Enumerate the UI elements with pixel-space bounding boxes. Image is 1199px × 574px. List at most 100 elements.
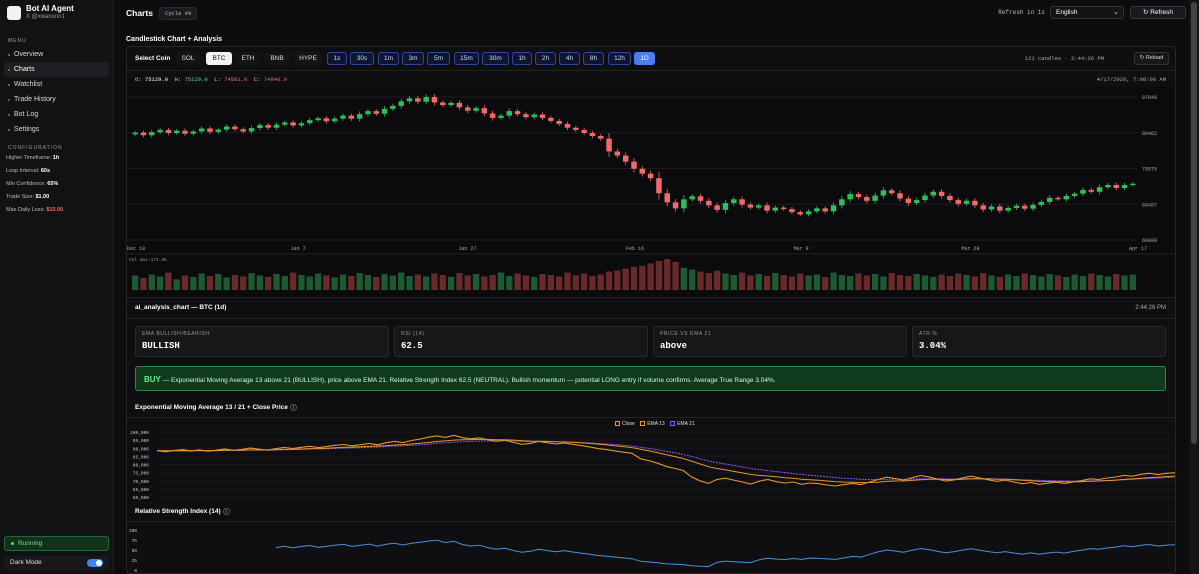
coin-eth-button[interactable]: ETH <box>235 52 261 65</box>
candlestick-chart[interactable]: 97949 88462 78975 69487 60000 Dec 18 Jan 7 Jan … <box>127 87 1176 297</box>
configuration-label: CONFIGURATION <box>8 145 63 151</box>
x-tick-label: Jan 7 <box>291 246 306 252</box>
volume-bar <box>813 274 821 290</box>
candle-body <box>938 191 945 196</box>
candle-body <box>473 108 479 111</box>
x-tick-label: Dec 18 <box>127 246 145 252</box>
sidebar-item-bot-log[interactable]: Bot Log <box>4 107 109 122</box>
volume-bar <box>838 274 846 290</box>
info-icon[interactable]: i <box>289 404 297 411</box>
y-tick-label: 50 <box>132 548 138 554</box>
candle-body <box>1055 197 1061 200</box>
volume-bar <box>605 271 613 290</box>
y-tick-label: 78975 <box>1142 167 1157 173</box>
sidebar-item-trade-history[interactable]: Trade History <box>4 92 109 107</box>
timeframe-15m-button[interactable]: 15m <box>454 52 479 65</box>
volume-bar <box>888 273 895 290</box>
sidebar: Bot AI Agent X @xwanxnn1 MENU Overview C… <box>0 0 114 574</box>
candle-body <box>731 199 737 204</box>
coin-sol-button[interactable]: SOL <box>176 52 200 65</box>
page-scrollbar[interactable] <box>1189 0 1199 574</box>
volume-bar <box>298 274 305 290</box>
timeframe-5m-button[interactable]: 5m <box>427 52 450 65</box>
timeframe-2h-button[interactable]: 2h <box>535 52 556 65</box>
y-tick-label: 100 <box>129 528 137 534</box>
coin-bnb-button[interactable]: BNB <box>264 52 290 65</box>
volume-bar <box>788 276 796 290</box>
bullet-icon <box>8 98 10 101</box>
volume-bar <box>597 274 604 290</box>
timeframe-1s-button[interactable]: 1s <box>327 52 347 65</box>
volume-bar <box>539 274 546 290</box>
timeframe-1m-button[interactable]: 1m <box>378 52 399 65</box>
x-tick-label: Mar 8 <box>794 246 809 252</box>
candle-body <box>922 195 928 201</box>
reload-button[interactable]: ↻ Reload <box>1134 52 1169 65</box>
language-select[interactable]: English ⌄ <box>1050 6 1124 19</box>
volume-bar <box>647 263 654 290</box>
volume-bar <box>422 276 430 290</box>
sidebar-item-settings[interactable]: Settings <box>4 122 109 137</box>
candle-body <box>165 129 172 133</box>
volume-bar <box>223 277 230 290</box>
refresh-button[interactable]: ↻ Refresh <box>1130 6 1186 19</box>
rsi-line <box>275 539 1175 568</box>
candle-body <box>656 178 662 194</box>
candle-body <box>647 173 654 179</box>
rsi-svg[interactable]: 100 75 50 25 0 <box>127 525 1176 574</box>
coin-btc-button[interactable]: BTC <box>206 52 232 65</box>
candle-body <box>381 108 388 114</box>
candle-body <box>257 125 263 129</box>
candle-body <box>356 114 363 119</box>
sidebar-item-overview[interactable]: Overview <box>4 47 109 62</box>
volume-bar <box>630 266 638 290</box>
volume-bar <box>306 276 313 290</box>
volume-bar <box>822 276 829 290</box>
candle-body <box>456 102 463 108</box>
candle-body <box>248 128 255 132</box>
timeframe-1d-button[interactable]: 1D <box>634 52 655 65</box>
candle-body <box>972 200 978 206</box>
rsi-chart[interactable]: 100 75 50 25 0 <box>127 525 1176 574</box>
volume-bar <box>689 269 696 290</box>
sidebar-item-charts[interactable]: Charts <box>4 62 109 77</box>
volume-bar <box>589 275 596 290</box>
y-tick-label: 75,000 <box>133 471 150 477</box>
candle-body <box>539 114 546 118</box>
scrollbar-thumb[interactable] <box>1191 2 1197 444</box>
candle-body <box>1022 205 1028 209</box>
candlestick-svg[interactable]: 97949 88462 78975 69487 60000 Dec 18 Jan 7 Jan … <box>127 87 1176 297</box>
sidebar-item-watchlist[interactable]: Watchlist <box>4 77 109 92</box>
candle-body <box>872 195 878 201</box>
timeframe-4h-button[interactable]: 4h <box>559 52 580 65</box>
timeframe-3m-button[interactable]: 3m <box>402 52 424 65</box>
candle-body <box>1038 201 1045 205</box>
volume-bar <box>705 273 712 290</box>
volume-bar <box>1088 273 1095 290</box>
candle-body <box>240 129 246 132</box>
coin-hype-button[interactable]: HYPE <box>293 52 323 65</box>
volume-bar <box>531 276 538 290</box>
candle-body <box>722 203 729 210</box>
signal-banner: BUY — Exponential Moving Average 13 abov… <box>135 366 1166 391</box>
candle-body <box>498 115 504 118</box>
ema-svg[interactable]: 100,000 95,000 90,000 85,000 80,000 75,000 70,… <box>127 427 1176 502</box>
timeframe-12h-button[interactable]: 12h <box>608 52 631 65</box>
dark-mode-toggle[interactable] <box>87 559 103 567</box>
timeframe-8h-button[interactable]: 8h <box>583 52 604 65</box>
candle-body <box>157 129 163 133</box>
volume-bar <box>871 274 879 290</box>
legend-swatch <box>670 421 676 427</box>
info-icon[interactable]: i <box>222 508 230 515</box>
candle-body <box>1121 184 1128 188</box>
volume-bar <box>240 276 247 290</box>
candle-body <box>464 107 471 111</box>
timeframe-30m-button[interactable]: 30m <box>482 52 509 65</box>
timeframe-1h-button[interactable]: 1h <box>512 52 532 65</box>
volume-bar <box>896 274 904 290</box>
candle-body <box>232 126 238 130</box>
volume-bar <box>963 274 970 290</box>
timeframe-30s-button[interactable]: 30s <box>350 52 374 65</box>
volume-bar <box>173 279 180 290</box>
ema-chart[interactable]: 100,000 95,000 90,000 85,000 80,000 75,000 70,… <box>127 427 1176 502</box>
